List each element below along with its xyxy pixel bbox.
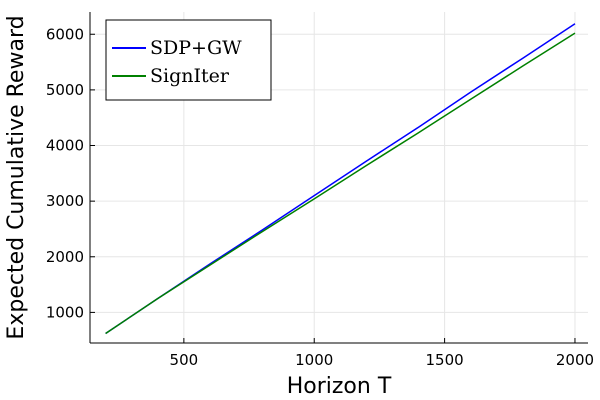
y-tick-label: 5000 (46, 81, 84, 99)
legend-box (105, 19, 272, 101)
series-line-signiter (105, 32, 576, 335)
y-tick-label: 4000 (46, 137, 84, 155)
series-lines (105, 23, 576, 335)
legend-label-sdp-gw: SDP+GW (150, 37, 242, 59)
y-tick-label: 2000 (46, 248, 84, 266)
axes (89, 12, 588, 344)
grid (90, 12, 588, 343)
y-tick-label: 6000 (46, 25, 84, 43)
x-tick-label: 1000 (295, 351, 333, 369)
y-tick-label: 1000 (46, 303, 84, 321)
x-tick-label: 1500 (426, 351, 464, 369)
y-tick-label: 3000 (46, 192, 84, 210)
x-tick-label: 500 (170, 351, 199, 369)
x-tick-label: 2000 (556, 351, 594, 369)
x-axis-title: Horizon T (287, 374, 392, 399)
legend-label-signiter: SignIter (150, 65, 230, 87)
tick-labels: 500 1000 1500 2000 1000 2000 3000 4000 5000 6000 (46, 25, 594, 369)
legend: SDP+GW SignIter (105, 19, 272, 101)
y-axis-title: Expected Cumulative Reward (4, 15, 29, 339)
